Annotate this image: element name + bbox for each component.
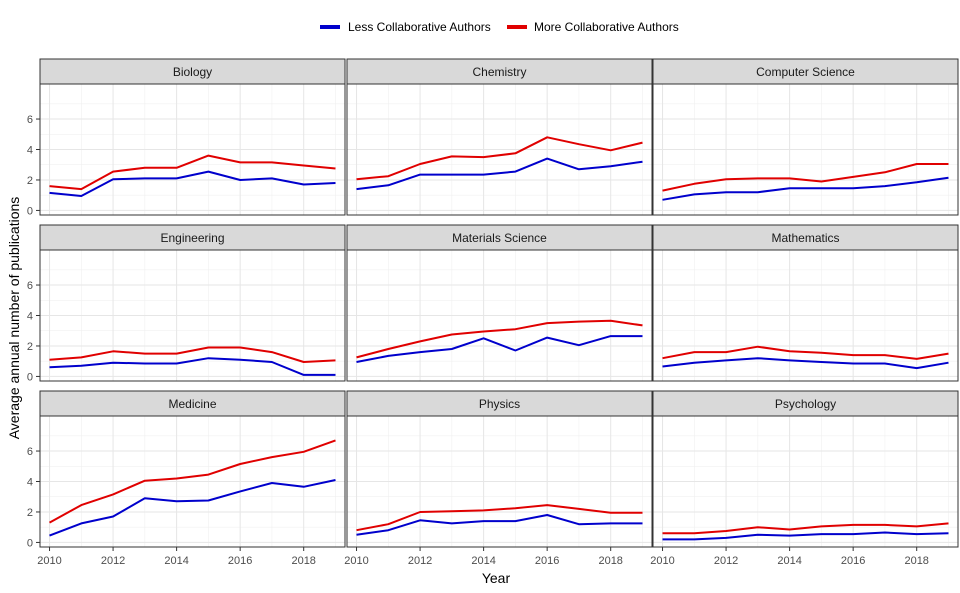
series-line-materials-science-more-collaborative-authors (356, 319, 643, 359)
series-line-psychology-more-collaborative-authors (662, 522, 949, 535)
y-tick-label: 0 (27, 371, 33, 383)
panel-title-mathematics: Mathematics (771, 231, 839, 245)
series-line-physics-more-collaborative-authors (356, 504, 643, 532)
series-line-computer-science-more-collaborative-authors (662, 163, 949, 192)
x-tick-label: 2016 (535, 555, 559, 567)
y-tick-label: 6 (27, 280, 33, 292)
x-tick-label: 2014 (164, 555, 188, 567)
series-line-mathematics-less-collaborative-authors (662, 357, 949, 370)
gridlines-engineering (40, 250, 345, 381)
gridlines-computer-science (653, 84, 958, 215)
x-axis-title: Year (482, 570, 511, 586)
panel-psychology: Psychology (652, 390, 959, 548)
panel-title-psychology: Psychology (775, 397, 836, 411)
x-axis-ticks: 2010 2012 2014 2016 2018 2010 2012 2014 2016 2018… (37, 547, 929, 567)
panel-biology: Biology (39, 58, 346, 216)
panel-physics: Physics (346, 390, 653, 548)
panel-border-materials-science (346, 249, 653, 382)
y-tick-label: 0 (27, 537, 33, 549)
panel-title-materials-science: Materials Science (452, 231, 547, 245)
y-tick-label: 2 (27, 507, 33, 519)
panel-mathematics: Mathematics (652, 224, 959, 382)
x-tick-label: 2012 (408, 555, 432, 567)
panels: Biology Chemistry Computer Science Engineer… (39, 58, 959, 548)
gridlines-physics (347, 416, 652, 547)
series-line-chemistry-less-collaborative-authors (356, 157, 643, 191)
legend-label-more-collaborative-authors: More Collaborative Authors (534, 20, 679, 34)
y-tick-label: 2 (27, 175, 33, 187)
series-line-computer-science-less-collaborative-authors (662, 176, 949, 201)
panel-title-engineering: Engineering (160, 231, 224, 245)
y-tick-label: 6 (27, 114, 33, 126)
y-tick-label: 4 (27, 311, 33, 323)
x-tick-label: 2010 (344, 555, 368, 567)
gridlines-chemistry (347, 84, 652, 215)
panel-materials-science: Materials Science (346, 224, 653, 382)
y-tick-label: 0 (27, 205, 33, 217)
gridlines-materials-science (347, 250, 652, 381)
panel-title-physics: Physics (479, 397, 520, 411)
series-line-chemistry-more-collaborative-authors (356, 136, 643, 181)
series-line-materials-science-less-collaborative-authors (356, 335, 643, 363)
gridlines-medicine (40, 416, 345, 547)
series-line-medicine-less-collaborative-authors (49, 479, 336, 537)
x-tick-label: 2012 (714, 555, 738, 567)
panel-computer-science: Computer Science (652, 58, 959, 216)
gridlines-biology (40, 84, 345, 215)
series-line-psychology-less-collaborative-authors (662, 531, 949, 541)
panel-chemistry: Chemistry (346, 58, 653, 216)
series-line-biology-less-collaborative-authors (49, 170, 336, 197)
y-tick-label: 2 (27, 341, 33, 353)
y-tick-label: 4 (27, 145, 33, 157)
panel-title-computer-science: Computer Science (756, 65, 855, 79)
panel-border-chemistry (346, 83, 653, 216)
panel-title-medicine: Medicine (168, 397, 216, 411)
x-tick-label: 2018 (598, 555, 622, 567)
y-axis-ticks: 0 2 4 6 0 2 4 6 0 2 4 6 (27, 114, 40, 549)
panel-strip-chemistry (346, 58, 653, 85)
legend: Less Collaborative Authors More Collabora… (320, 20, 679, 34)
panel-title-chemistry: Chemistry (472, 65, 526, 79)
series-line-medicine-more-collaborative-authors (49, 439, 336, 524)
panel-strip-psychology (652, 390, 959, 417)
panel-title-biology: Biology (173, 65, 212, 79)
x-tick-label: 2014 (471, 555, 495, 567)
panel-border-computer-science (652, 83, 959, 216)
series-line-biology-more-collaborative-authors (49, 154, 336, 191)
panel-strip-materials-science (346, 224, 653, 251)
legend-label-less-collaborative-authors: Less Collaborative Authors (348, 20, 491, 34)
y-tick-label: 6 (27, 446, 33, 458)
panel-strip-engineering (39, 224, 346, 251)
series-line-mathematics-more-collaborative-authors (662, 345, 949, 360)
x-tick-label: 2012 (101, 555, 125, 567)
x-tick-label: 2018 (904, 555, 928, 567)
panel-strip-medicine (39, 390, 346, 417)
panel-medicine: Medicine (39, 390, 346, 548)
y-tick-label: 4 (27, 477, 33, 489)
series-line-physics-less-collaborative-authors (356, 514, 643, 536)
panel-strip-mathematics (652, 224, 959, 251)
panel-border-mathematics (652, 249, 959, 382)
panel-strip-computer-science (652, 58, 959, 85)
x-tick-label: 2014 (777, 555, 801, 567)
y-axis-title: Average annual number of publications (6, 197, 22, 440)
panel-border-psychology (652, 415, 959, 548)
panel-border-physics (346, 415, 653, 548)
x-tick-label: 2018 (291, 555, 315, 567)
series-line-engineering-more-collaborative-authors (49, 346, 336, 363)
x-tick-label: 2016 (841, 555, 865, 567)
gridlines-psychology (653, 416, 958, 547)
x-tick-label: 2010 (37, 555, 61, 567)
series-line-engineering-less-collaborative-authors (49, 357, 336, 376)
gridlines-mathematics (653, 250, 958, 381)
x-tick-label: 2016 (228, 555, 252, 567)
x-tick-label: 2010 (650, 555, 674, 567)
panel-engineering: Engineering (39, 224, 346, 382)
